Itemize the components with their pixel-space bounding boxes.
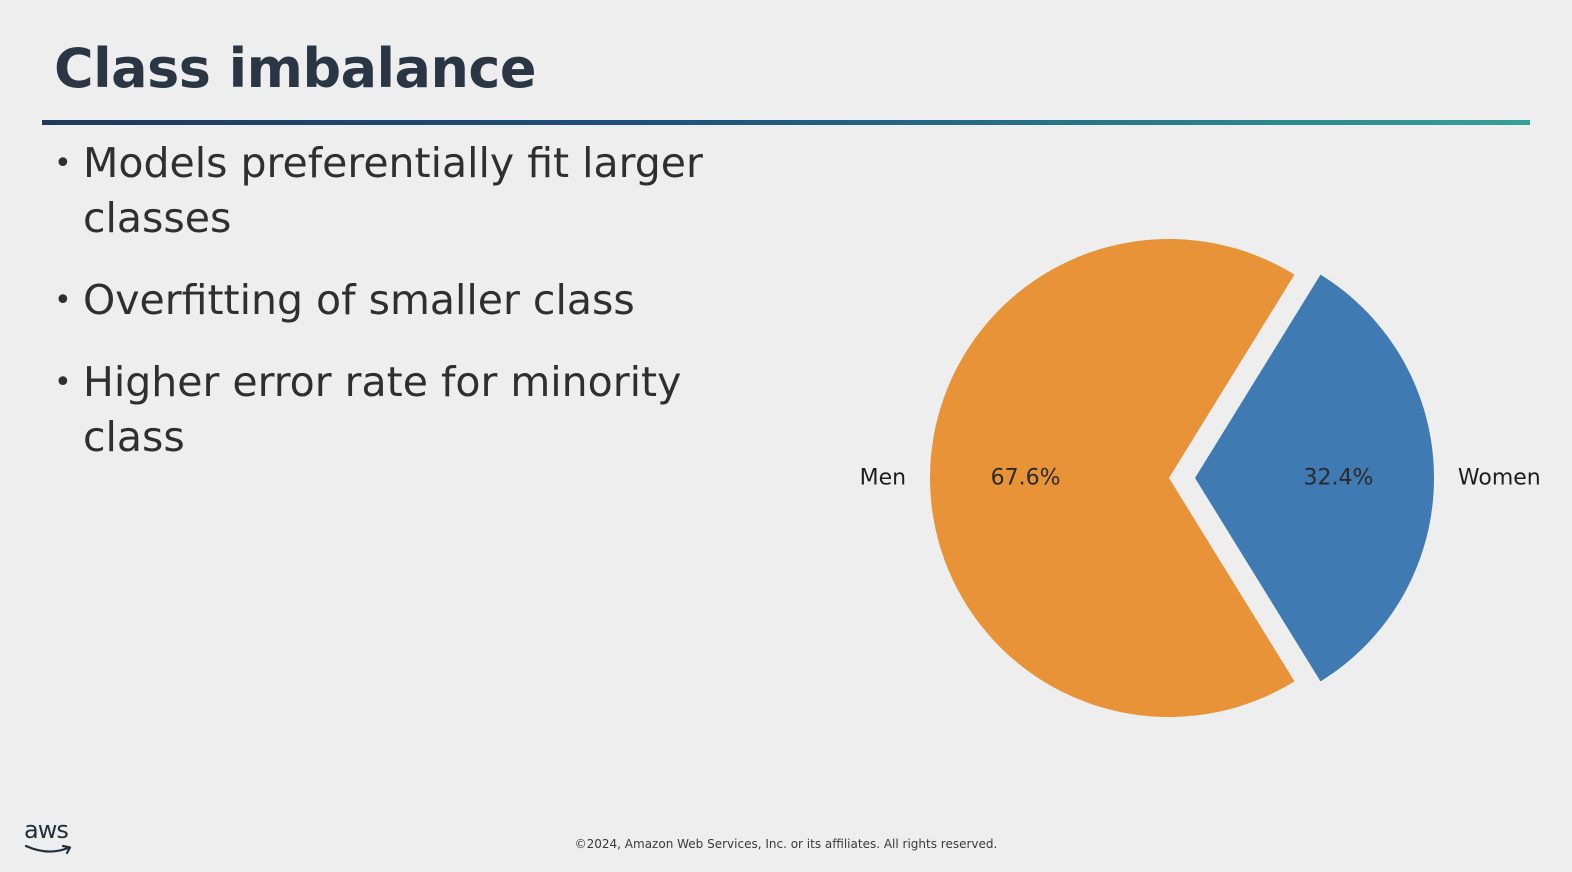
pie-percent-label-women: 32.4% xyxy=(1303,466,1373,491)
bullet-list: • Models preferentially fit larger class… xyxy=(54,136,734,492)
pie-percent-label-men: 67.6% xyxy=(991,466,1061,491)
bullet-text: Higher error rate for minority class xyxy=(83,358,682,461)
smile-arrow-icon xyxy=(24,844,72,855)
pie-category-label-men: Men xyxy=(860,466,906,491)
title-divider xyxy=(42,120,1530,125)
bullet-text: Models preferentially fit larger classes xyxy=(83,139,703,242)
slide-title: Class imbalance xyxy=(54,37,537,100)
bullet-marker: • xyxy=(54,283,72,318)
pie-slice-women xyxy=(1195,274,1434,682)
pie-slice-men xyxy=(929,238,1295,717)
bullet-marker: • xyxy=(54,146,72,181)
pie-chart: 32.4% Women 67.6% Men xyxy=(860,238,1541,717)
pie-category-label-women: Women xyxy=(1458,466,1541,491)
bullet-text: Overfitting of smaller class xyxy=(83,276,635,324)
aws-logo-text: aws xyxy=(24,816,69,844)
bullet-marker: • xyxy=(54,365,72,400)
bullet-item: • Overfitting of smaller class xyxy=(54,273,734,328)
bullet-item: • Models preferentially fit larger class… xyxy=(54,136,734,246)
aws-logo: aws xyxy=(24,818,76,858)
copyright-footer: ©2024, Amazon Web Services, Inc. or its … xyxy=(574,837,998,851)
bullet-item: • Higher error rate for minority class xyxy=(54,355,734,465)
